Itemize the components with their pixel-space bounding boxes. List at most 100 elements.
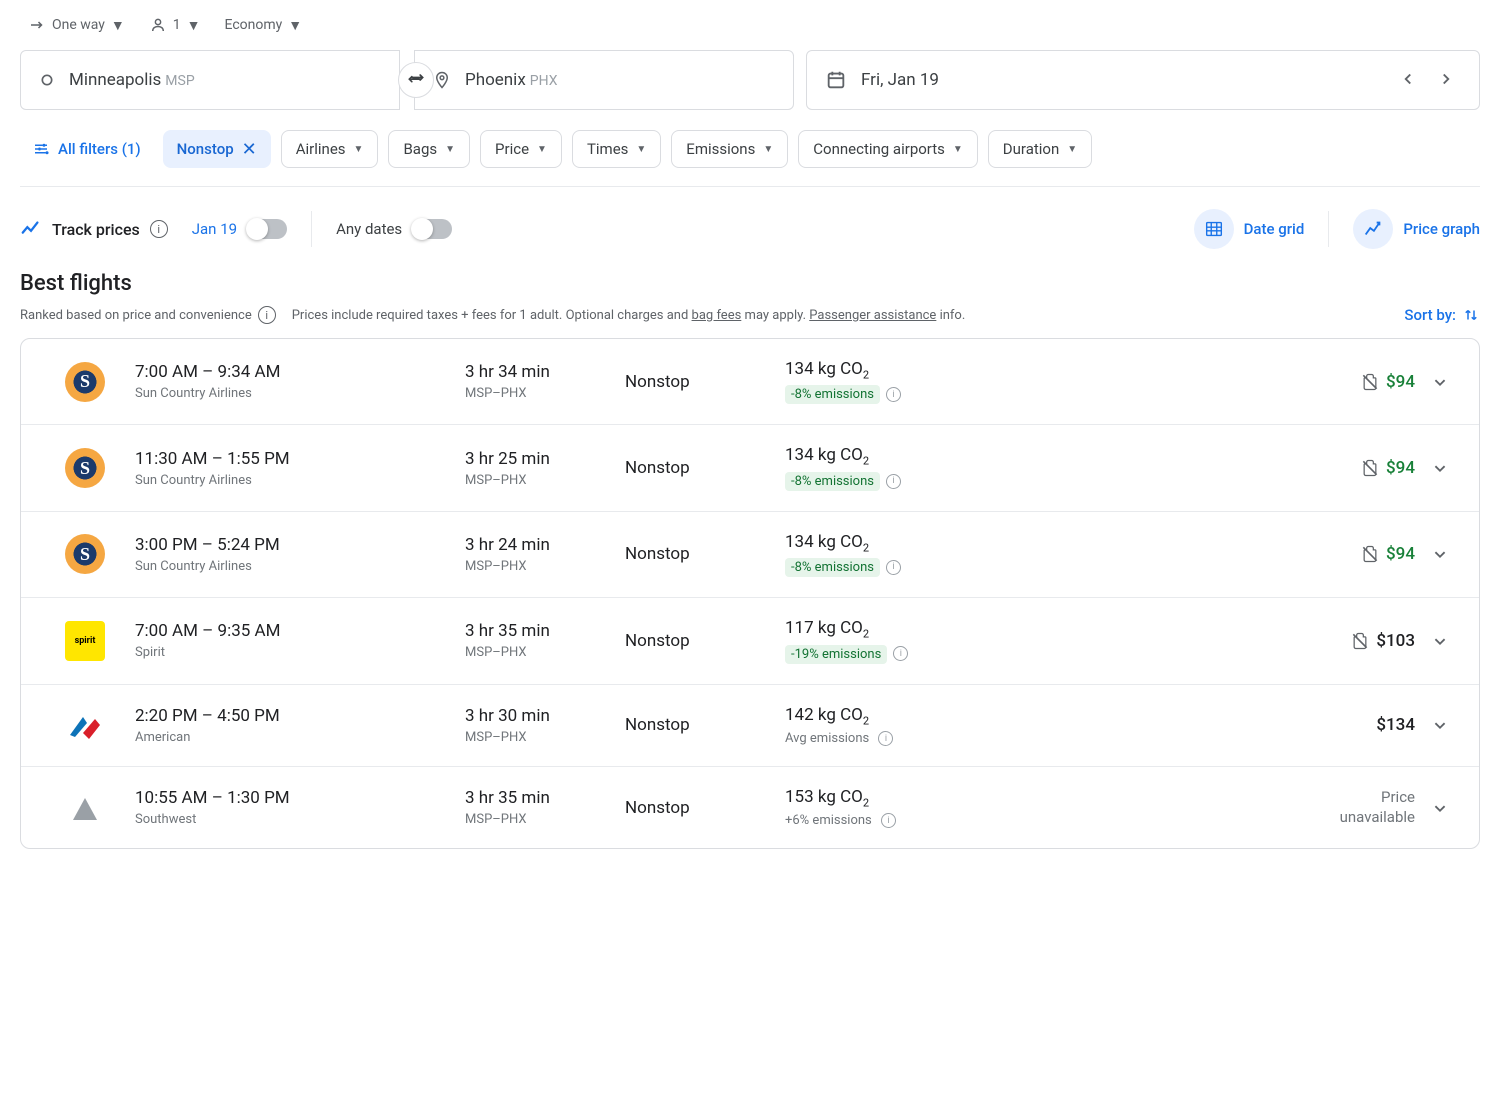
- price-graph-button[interactable]: Price graph: [1353, 209, 1480, 249]
- sort-button[interactable]: Sort by:: [1404, 306, 1480, 324]
- sun-country-logo: [65, 448, 105, 488]
- airline-name: Spirit: [135, 645, 465, 660]
- caret-down-icon: ▼: [354, 144, 364, 155]
- date-input[interactable]: Fri, Jan 19: [806, 50, 1480, 110]
- caret-down-icon: ▼: [537, 144, 547, 155]
- class-selector[interactable]: Economy ▼: [225, 17, 303, 34]
- dest-city: Phoenix: [465, 70, 526, 90]
- graph-icon: [1362, 218, 1384, 240]
- chip-label: Emissions: [686, 140, 755, 158]
- flight-row[interactable]: 11:30 AM – 1:55 PM Sun Country Airlines …: [21, 425, 1479, 511]
- filter-chip-emissions[interactable]: Emissions▼: [671, 130, 788, 168]
- filter-chip-duration[interactable]: Duration▼: [988, 130, 1092, 168]
- airline-name: Sun Country Airlines: [135, 559, 465, 574]
- route: MSP–PHX: [465, 645, 625, 660]
- emissions-badge: -19% emissions: [785, 645, 887, 664]
- expand-button[interactable]: [1415, 371, 1465, 393]
- track-any-switch[interactable]: [412, 219, 452, 239]
- filter-chip-bags[interactable]: Bags▼: [388, 130, 470, 168]
- chevron-down-icon: [1429, 371, 1451, 393]
- co2: 142 kg CO2: [785, 705, 995, 727]
- caret-down-icon: ▼: [953, 144, 963, 155]
- emissions-text: +6% emissions i: [785, 813, 995, 828]
- trip-options-bar: One way ▼ 1 ▼ Economy ▼: [20, 12, 1480, 50]
- price: $94: [1386, 372, 1415, 392]
- all-filters-button[interactable]: All filters (1): [20, 132, 153, 166]
- price: $134: [1376, 715, 1415, 735]
- duration: 3 hr 25 min: [465, 449, 625, 469]
- trip-type-label: One way: [52, 17, 105, 33]
- divider: [311, 211, 312, 247]
- trip-type-selector[interactable]: One way ▼: [28, 16, 125, 34]
- stops: Nonstop: [625, 544, 785, 564]
- info-icon[interactable]: i: [886, 560, 901, 575]
- filter-chip-connecting-airports[interactable]: Connecting airports▼: [798, 130, 978, 168]
- flight-row[interactable]: 2:20 PM – 4:50 PM American 3 hr 30 min M…: [21, 685, 1479, 767]
- duration: 3 hr 35 min: [465, 788, 625, 808]
- flight-row[interactable]: 7:00 AM – 9:34 AM Sun Country Airlines 3…: [21, 339, 1479, 425]
- price: $94: [1386, 544, 1415, 564]
- close-icon[interactable]: ✕: [242, 139, 257, 160]
- info-icon[interactable]: i: [878, 731, 893, 746]
- flight-results: 7:00 AM – 9:34 AM Sun Country Airlines 3…: [20, 338, 1480, 849]
- origin-input[interactable]: MinneapolisMSP: [20, 50, 400, 110]
- chevron-down-icon: [1429, 630, 1451, 652]
- airline-name: Southwest: [135, 812, 465, 827]
- price-cell: Price unavailable: [995, 788, 1415, 827]
- expand-button[interactable]: [1415, 714, 1465, 736]
- expand-button[interactable]: [1415, 457, 1465, 479]
- date-prev-button[interactable]: [1393, 64, 1423, 97]
- destination-input[interactable]: PhoenixPHX: [414, 50, 794, 110]
- caret-down-icon: ▼: [111, 17, 125, 34]
- expand-button[interactable]: [1415, 797, 1465, 819]
- filter-chip-nonstop[interactable]: Nonstop ✕: [163, 130, 271, 168]
- info-icon[interactable]: i: [150, 220, 168, 238]
- price: $103: [1376, 631, 1415, 651]
- swap-icon: [406, 70, 426, 90]
- chip-label: Airlines: [296, 140, 346, 158]
- flight-row[interactable]: 10:55 AM – 1:30 PM Southwest 3 hr 35 min…: [21, 767, 1479, 848]
- track-date-switch[interactable]: [247, 219, 287, 239]
- date-grid-button[interactable]: Date grid: [1194, 209, 1305, 249]
- filter-chip-price[interactable]: Price ▼: [480, 130, 562, 168]
- co2: 134 kg CO2: [785, 445, 995, 467]
- chip-label: Duration: [1003, 140, 1059, 158]
- location-inputs: MinneapolisMSP PhoenixPHX: [20, 50, 794, 110]
- flight-times: 7:00 AM – 9:34 AM: [135, 362, 465, 382]
- info-icon[interactable]: i: [258, 306, 276, 324]
- search-inputs-row: MinneapolisMSP PhoenixPHX Fri, Jan 19: [20, 50, 1480, 110]
- swap-locations-button[interactable]: [398, 62, 434, 98]
- passengers-selector[interactable]: 1 ▼: [149, 16, 201, 34]
- flight-row[interactable]: 3:00 PM – 5:24 PM Sun Country Airlines 3…: [21, 512, 1479, 598]
- stops: Nonstop: [625, 631, 785, 651]
- emissions-badge: -8% emissions: [785, 558, 880, 577]
- stops: Nonstop: [625, 798, 785, 818]
- route: MSP–PHX: [465, 386, 625, 401]
- track-prices-label: Track prices: [52, 220, 140, 239]
- calendar-icon: [825, 69, 847, 91]
- pin-icon: [433, 69, 451, 91]
- co2: 134 kg CO2: [785, 359, 995, 381]
- info-icon[interactable]: i: [886, 474, 901, 489]
- chip-label: Price: [495, 140, 529, 158]
- flight-row[interactable]: spirit 7:00 AM – 9:35 AM Spirit 3 hr 35 …: [21, 598, 1479, 684]
- filter-bar: All filters (1) Nonstop ✕ Airlines ▼ Bags▼…: [20, 126, 1480, 186]
- circle-icon: [39, 72, 55, 88]
- duration: 3 hr 34 min: [465, 362, 625, 382]
- no-carry-on-icon: [1360, 544, 1380, 564]
- expand-button[interactable]: [1415, 543, 1465, 565]
- filter-chip-times[interactable]: Times▼: [572, 130, 661, 168]
- expand-button[interactable]: [1415, 630, 1465, 652]
- section-title: Best flights: [20, 271, 1480, 296]
- info-icon[interactable]: i: [893, 646, 908, 661]
- info-icon[interactable]: i: [881, 813, 896, 828]
- caret-down-icon: ▼: [288, 17, 302, 34]
- track-date-label: Jan 19: [192, 220, 237, 238]
- date-next-button[interactable]: [1431, 64, 1461, 97]
- info-icon[interactable]: i: [886, 387, 901, 402]
- bag-fees-link[interactable]: bag fees: [692, 308, 742, 323]
- passenger-assistance-link[interactable]: Passenger assistance: [809, 308, 936, 323]
- filter-chip-airlines[interactable]: Airlines ▼: [281, 130, 379, 168]
- chevron-down-icon: [1429, 797, 1451, 819]
- sun-country-logo: [65, 362, 105, 402]
